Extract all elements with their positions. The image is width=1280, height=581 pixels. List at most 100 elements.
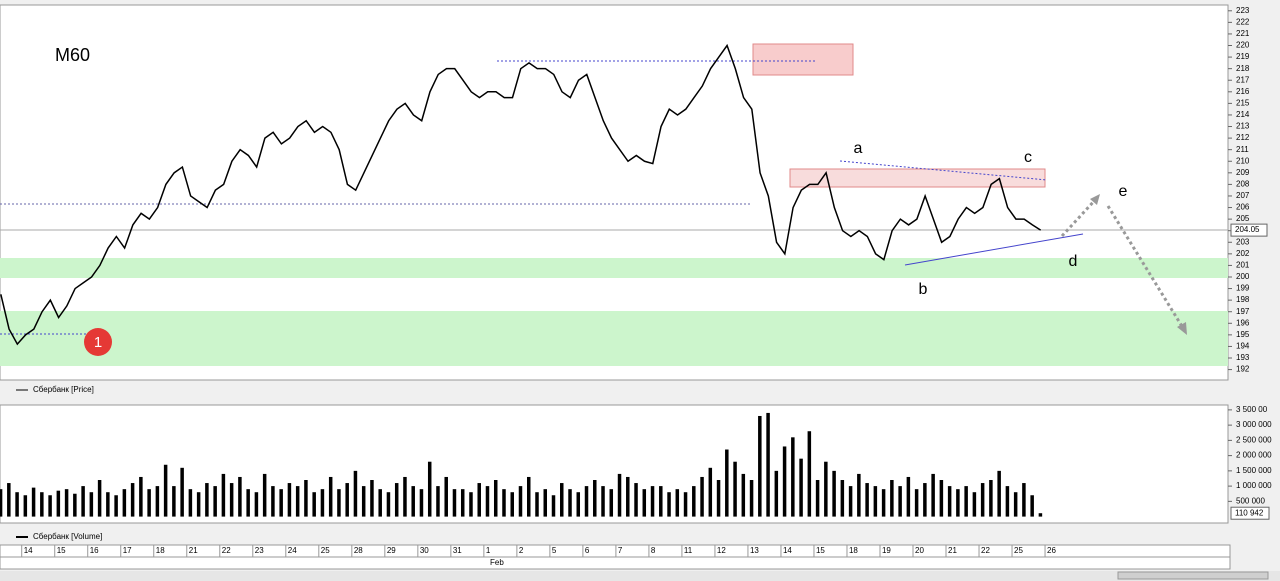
y-tick-label: 223 <box>1236 6 1250 15</box>
volume-bar <box>48 495 52 517</box>
arrow-head <box>1177 322 1187 335</box>
x-tick-label: 26 <box>1047 546 1056 555</box>
volume-bar <box>262 473 267 517</box>
volume-bar <box>733 461 737 517</box>
x-tick-label: 22 <box>981 546 990 555</box>
volume-bar <box>683 492 688 517</box>
triangle-line <box>904 233 1084 266</box>
y-tick-label: 220 <box>1236 41 1250 50</box>
y-tick-label: 500 000 <box>1236 496 1265 505</box>
month-label: Feb <box>490 558 504 567</box>
x-tick-label: 19 <box>882 546 891 555</box>
volume-bar <box>989 480 993 517</box>
y-tick-label: 195 <box>1236 330 1250 339</box>
volume-bar <box>205 483 209 517</box>
x-tick-label: 15 <box>57 546 66 555</box>
x-tick-label: 18 <box>156 546 165 555</box>
x-tick-label: 23 <box>255 546 264 555</box>
volume-bar <box>320 489 325 517</box>
y-tick-label: 206 <box>1236 203 1250 212</box>
volume-bar <box>370 480 374 517</box>
x-tick-label: 11 <box>684 546 693 555</box>
volume-marker-box <box>1230 506 1270 520</box>
volume-bar <box>543 489 548 517</box>
y-tick-label: 213 <box>1236 122 1250 131</box>
volume-bar <box>444 476 448 517</box>
volume-bar <box>31 487 36 517</box>
x-tick-label: 14 <box>24 546 33 555</box>
volume-bar <box>172 486 176 517</box>
y-tick-label: 219 <box>1236 52 1250 61</box>
volume-bar <box>229 483 234 517</box>
y-tick-label: 1 500 000 <box>1236 466 1272 475</box>
volume-bar <box>180 467 184 517</box>
volume-bar <box>815 480 820 517</box>
y-tick-label: 3 000 000 <box>1236 420 1272 429</box>
volume-bar <box>64 489 69 517</box>
volume-bar <box>460 489 465 517</box>
volume-bar <box>419 489 424 517</box>
x-tick-label: 15 <box>816 546 825 555</box>
volume-bar <box>626 476 630 517</box>
volume-bar <box>758 415 762 517</box>
x-tick-label: 31 <box>453 546 462 555</box>
volume-bar <box>601 486 605 517</box>
annotation: a <box>854 140 863 157</box>
y-tick-label: 2 000 000 <box>1236 451 1272 460</box>
volume-bar <box>89 492 94 517</box>
volume-bar <box>411 486 415 517</box>
volume-bar <box>923 483 927 517</box>
volume-bar <box>774 470 779 517</box>
y-tick-label: 217 <box>1236 75 1250 84</box>
volume-bar <box>980 483 985 517</box>
y-tick-label: 208 <box>1236 180 1250 189</box>
annotation: b <box>919 281 928 298</box>
x-tick-label: 6 <box>585 546 590 555</box>
annotation: d <box>1069 253 1078 270</box>
support-zone <box>0 258 1228 278</box>
volume-bar <box>576 492 581 517</box>
volume-bar <box>97 480 102 517</box>
volume-bar <box>964 486 968 517</box>
x-tick-label: 14 <box>783 546 792 555</box>
volume-bar <box>824 461 828 517</box>
volume-bar <box>1013 492 1018 517</box>
volume-bar <box>766 412 770 517</box>
volume-bar <box>139 476 143 517</box>
y-tick-label: 192 <box>1236 365 1250 374</box>
volume-bar <box>361 486 366 517</box>
scroll-thumb[interactable] <box>1117 571 1269 580</box>
y-tick-label: 203 <box>1236 237 1250 246</box>
volume-bar <box>865 483 869 517</box>
chart-title: M60 <box>55 45 90 65</box>
x-tick-label: 21 <box>948 546 957 555</box>
x-tick-label: 18 <box>849 546 858 555</box>
volume-marker: 110 942 <box>1235 508 1264 517</box>
volume-panel <box>0 404 1229 524</box>
volume-bar <box>502 489 506 517</box>
x-tick-label: 29 <box>387 546 396 555</box>
annotation: 1 <box>94 334 102 351</box>
volume-bar <box>791 437 795 517</box>
volume-bar <box>510 492 514 517</box>
price-line <box>0 43 1042 346</box>
volume-bar <box>271 486 275 517</box>
y-tick-label: 212 <box>1236 133 1250 142</box>
y-tick-label: 200 <box>1236 272 1250 281</box>
arrow-head <box>1090 194 1100 205</box>
volume-bar <box>106 492 110 517</box>
volume-bar <box>700 476 704 517</box>
volume-bar <box>840 480 845 517</box>
volume-bar <box>493 480 498 517</box>
y-tick-label: 209 <box>1236 168 1250 177</box>
volume-bar <box>972 492 977 517</box>
x-tick-label: 25 <box>321 546 330 555</box>
volume-bar <box>782 446 787 517</box>
volume-bar <box>73 493 77 517</box>
y-tick-label: 211 <box>1236 145 1249 154</box>
forecast-arrow <box>1060 197 1098 238</box>
volume-bar <box>725 449 729 517</box>
resistance-zone <box>752 43 854 76</box>
volume-bar <box>857 473 861 517</box>
y-tick-label: 205 <box>1236 214 1250 223</box>
